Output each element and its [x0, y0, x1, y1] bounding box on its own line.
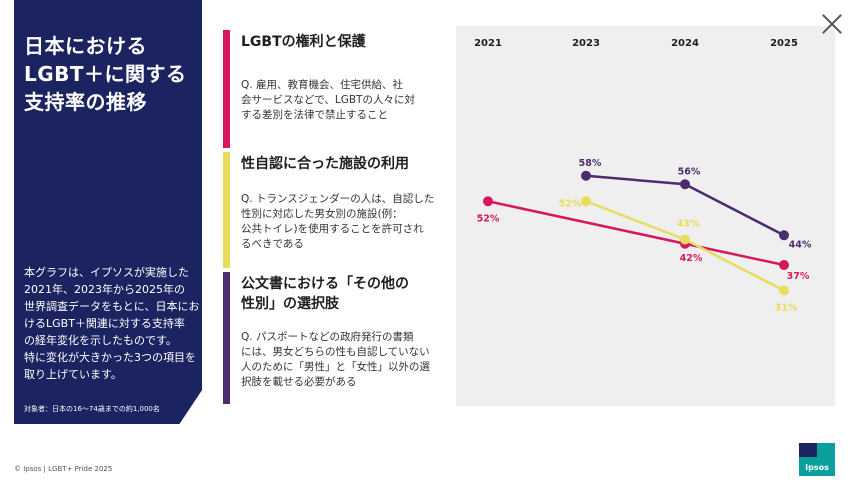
x-tick-label: 2023 — [572, 38, 600, 49]
data-label-facilities: 52% — [559, 198, 582, 209]
item-color-bar — [223, 272, 230, 404]
data-label-facilities: 43% — [677, 219, 700, 230]
data-point-documents — [680, 179, 690, 190]
data-label-facilities: 31% — [775, 303, 798, 314]
respondents-note: 対象者：日本の16〜74歳までの約1,000名 — [24, 405, 160, 413]
page-title: 日本における LGBT＋に関する 支持率の推移 — [24, 34, 187, 114]
data-point-rights — [779, 260, 789, 270]
item-other-gender-option: 公文書における「その他の 性別」の選択肢 Q. パスポートなどの政府発行の書類 … — [223, 272, 443, 404]
x-tick-label: 2021 — [474, 38, 502, 49]
summary-panel: 日本における LGBT＋に関する 支持率の推移 本グラフは、イプソスが実施した … — [14, 0, 202, 424]
data-label-documents: 56% — [678, 166, 701, 177]
item-question: Q. トランスジェンダーの人は、自認した 性別に対応した男女別の施設(例： 公共… — [241, 193, 435, 250]
data-label-documents: 44% — [789, 239, 812, 250]
item-question: Q. パスポートなどの政府発行の書類 には、男女どちらの性も自認していない 人の… — [241, 331, 430, 388]
item-lgbt-rights: LGBTの権利と保護 Q. 雇用、教育機会、住宅供給、社 会サービスなどで、LG… — [223, 30, 443, 148]
chart-svg: 2021 2023 2024 2025 52% 42% 37% 52% 43% 31% 58% 56%… — [474, 38, 812, 314]
item-title: 性自認に合った施設の利用 — [241, 156, 409, 172]
item-color-bar — [223, 30, 230, 148]
data-point-documents — [779, 230, 789, 241]
data-label-documents: 58% — [579, 158, 602, 169]
close-button[interactable] — [818, 10, 846, 38]
data-point-facilities — [779, 285, 789, 296]
item-color-bar — [223, 152, 230, 268]
data-point-rights — [483, 196, 493, 207]
item-title: 公文書における「その他の 性別」の選択肢 — [241, 276, 409, 312]
ipsos-logo: Ipsos — [799, 443, 835, 476]
item-title: LGBTの権利と保護 — [241, 34, 366, 50]
summary-description: 本グラフは、イプソスが実施した 2021年、2023年から2025年の 世界調査… — [24, 266, 200, 381]
line-chart: 2021 2023 2024 2025 52% 42% 37% 52% 43% 31% 58% 56%… — [456, 26, 835, 406]
data-label-rights: 52% — [477, 213, 500, 224]
x-tick-label: 2024 — [671, 38, 699, 49]
item-facility-use: 性自認に合った施設の利用 Q. トランスジェンダーの人は、自認した 性別に対応し… — [223, 152, 443, 268]
series-line-rights — [487, 200, 785, 267]
data-point-documents — [581, 170, 591, 181]
data-point-facilities — [680, 234, 690, 245]
data-point-facilities — [581, 196, 591, 207]
logo-text: Ipsos — [805, 463, 829, 472]
data-label-rights: 42% — [680, 253, 703, 264]
data-label-rights: 37% — [787, 271, 810, 282]
item-question: Q. 雇用、教育機会、住宅供給、社 会サービスなどで、LGBTの人々に対 する差… — [241, 79, 415, 121]
x-tick-label: 2025 — [770, 38, 798, 49]
footer-copyright: © Ipsos | LGBT+ Pride 2025 — [14, 465, 113, 473]
